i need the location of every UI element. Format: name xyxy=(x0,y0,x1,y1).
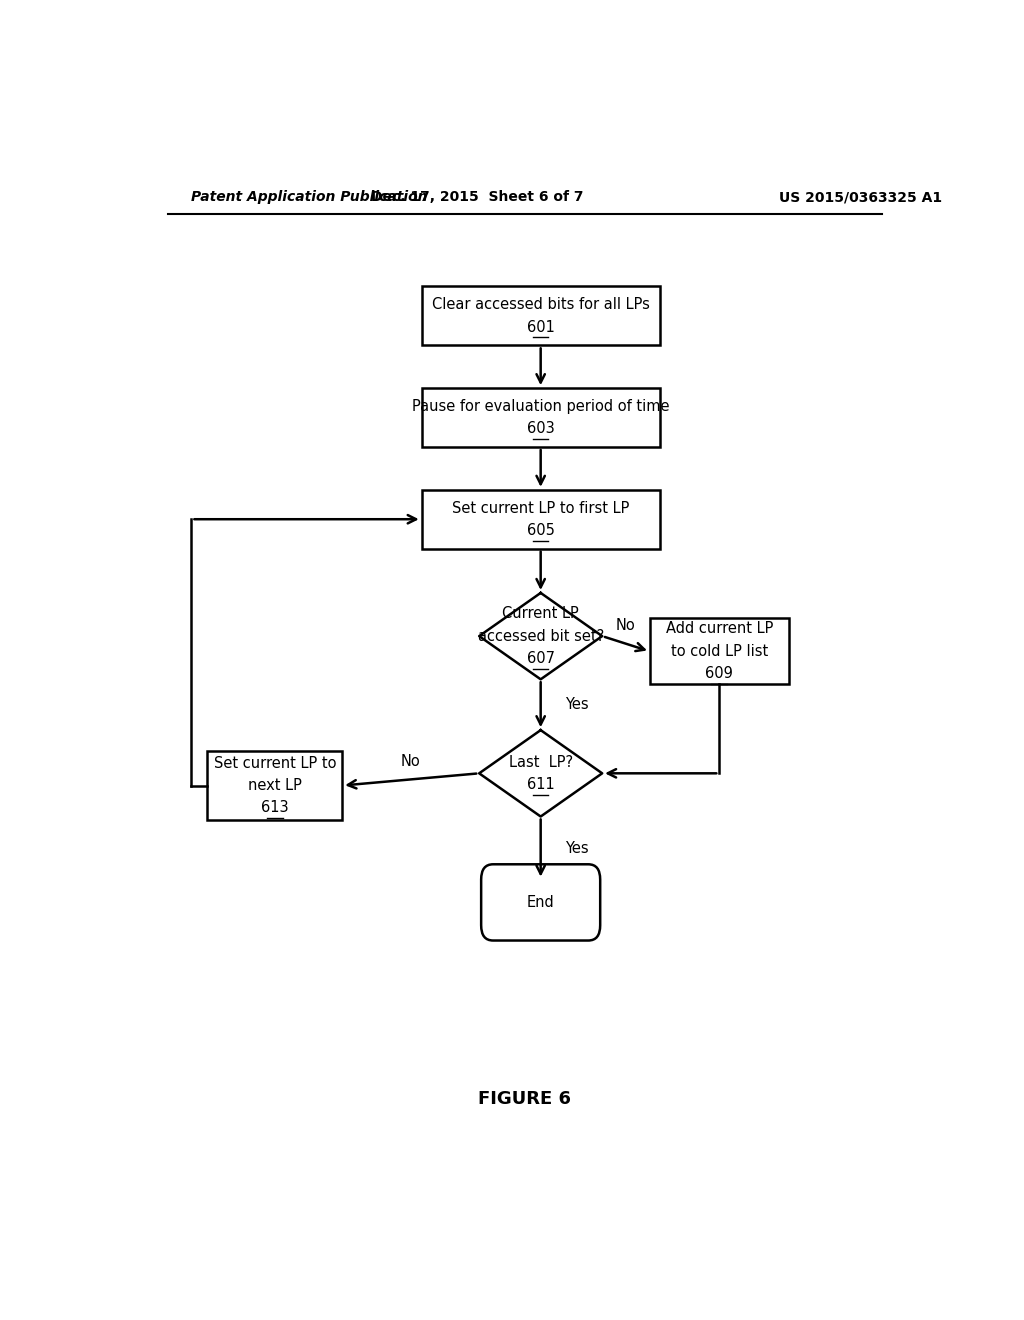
Text: Set current LP to: Set current LP to xyxy=(214,755,336,771)
Text: next LP: next LP xyxy=(248,777,302,793)
FancyBboxPatch shape xyxy=(650,618,788,684)
Text: 609: 609 xyxy=(706,667,733,681)
FancyBboxPatch shape xyxy=(481,865,600,941)
Text: 611: 611 xyxy=(526,777,555,792)
Text: Yes: Yes xyxy=(564,697,588,713)
Text: to cold LP list: to cold LP list xyxy=(671,644,768,659)
Text: FIGURE 6: FIGURE 6 xyxy=(478,1089,571,1107)
FancyBboxPatch shape xyxy=(422,388,659,447)
Text: Clear accessed bits for all LPs: Clear accessed bits for all LPs xyxy=(432,297,649,313)
Text: Current LP: Current LP xyxy=(503,606,579,622)
FancyBboxPatch shape xyxy=(207,751,342,820)
Text: No: No xyxy=(400,754,421,768)
Polygon shape xyxy=(479,593,602,680)
Text: 613: 613 xyxy=(261,800,289,816)
Text: Patent Application Publication: Patent Application Publication xyxy=(191,190,428,205)
Text: Pause for evaluation period of time: Pause for evaluation period of time xyxy=(412,399,670,414)
Text: End: End xyxy=(526,895,555,909)
Text: Dec. 17, 2015  Sheet 6 of 7: Dec. 17, 2015 Sheet 6 of 7 xyxy=(371,190,584,205)
Text: Add current LP: Add current LP xyxy=(666,622,773,636)
Text: accessed bit set?: accessed bit set? xyxy=(477,628,604,644)
FancyBboxPatch shape xyxy=(422,490,659,549)
Text: 607: 607 xyxy=(526,651,555,667)
Text: 605: 605 xyxy=(526,523,555,539)
Polygon shape xyxy=(479,730,602,817)
Text: 603: 603 xyxy=(526,421,555,437)
Text: Set current LP to first LP: Set current LP to first LP xyxy=(452,500,630,516)
Text: No: No xyxy=(616,618,636,632)
Text: US 2015/0363325 A1: US 2015/0363325 A1 xyxy=(778,190,942,205)
Text: 601: 601 xyxy=(526,319,555,335)
FancyBboxPatch shape xyxy=(422,286,659,346)
Text: Last  LP?: Last LP? xyxy=(509,755,572,770)
Text: Yes: Yes xyxy=(564,841,588,855)
